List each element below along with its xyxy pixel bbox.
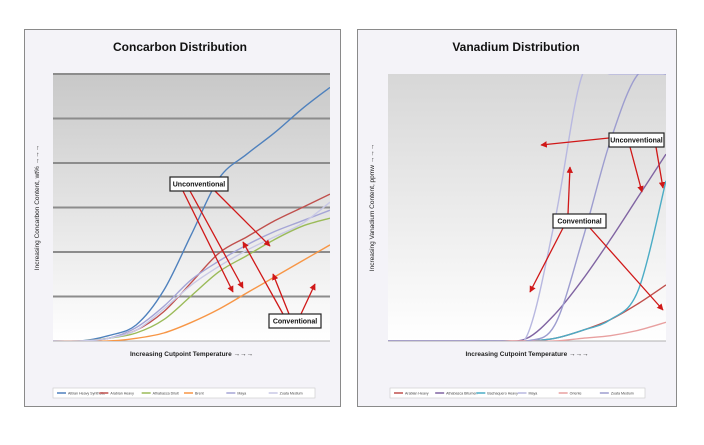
svg-text:Zuata Medium: Zuata Medium: [280, 391, 303, 395]
callout-unconventional: Unconventional: [540, 132, 666, 193]
svg-text:Conventional: Conventional: [557, 219, 601, 226]
series-line-zuata-medium: [53, 201, 330, 341]
legend-item: Athabasca Bitumen: [435, 391, 477, 395]
svg-text:Oriente: Oriente: [570, 391, 582, 395]
series-line-athabasca-bitumen: [388, 153, 666, 341]
concarbon-chart: Concarbon Distribution Increasing Cutpoin…: [34, 40, 330, 399]
x-axis-label: Increasing Cutpoint Temperature →→→: [130, 351, 253, 358]
svg-text:Maya: Maya: [237, 391, 246, 395]
svg-text:Unconventional: Unconventional: [173, 182, 226, 189]
x-axis-label: Increasing Cutpoint Temperature →→→: [465, 351, 588, 358]
y-axis-label: Increasing Concarbon Content, wt% →→→: [34, 145, 41, 270]
svg-text:Bachaquero Heavy: Bachaquero Heavy: [487, 391, 518, 395]
legend: Albian Heavy Synthetic Arabian Heavy Athab…: [52, 387, 316, 399]
legend-item: Zuata Medium: [268, 391, 303, 395]
chart-title: Vanadium Distribution: [452, 40, 579, 54]
legend: Arabian Heavy Athabasca Bitumen Bachaquero…: [389, 387, 646, 399]
y-axis-label: Increasing Vanadium Content, ppmw →→→: [369, 144, 376, 271]
svg-text:Unconventional: Unconventional: [610, 138, 663, 145]
svg-text:Athabasca Diluit: Athabasca Diluit: [153, 391, 179, 395]
series-line-oriente: [388, 321, 666, 341]
legend-item: Albian Heavy Synthetic: [57, 391, 105, 395]
legend-item: Athabasca Diluit: [141, 391, 179, 395]
svg-text:Albian Heavy Synthetic: Albian Heavy Synthetic: [68, 391, 105, 395]
callout-conventional: Conventional: [242, 241, 322, 329]
chart-title: Concarbon Distribution: [113, 40, 247, 54]
series-line-maya: [388, 74, 666, 341]
callout-conventional: Conventional: [529, 166, 664, 311]
vanadium-chart: Vanadium Distribution Increasing Cutpoint…: [369, 40, 666, 399]
legend-item: Maya: [226, 391, 246, 395]
legend-item: Zuata Medium: [599, 391, 634, 395]
svg-text:Maya: Maya: [529, 391, 538, 395]
legend-item: Arabian Heavy: [394, 391, 429, 395]
series-line-albian-heavy-synthetic: [53, 86, 330, 341]
legend-item: Brent: [184, 391, 204, 395]
legend-item: Bachaquero Heavy: [476, 391, 518, 395]
concarbon-chart-panel: Concarbon Distribution Increasing Cutpoin…: [24, 29, 341, 407]
legend-item: Arabian Heavy: [99, 391, 134, 395]
plot-area: [388, 74, 666, 341]
svg-text:Athabasca Bitumen: Athabasca Bitumen: [446, 391, 477, 395]
legend-item: Oriente: [558, 391, 582, 395]
svg-text:Zuata Medium: Zuata Medium: [611, 391, 634, 395]
vanadium-chart-panel: Vanadium Distribution Increasing Cutpoint…: [357, 29, 677, 407]
svg-text:Arabian Heavy: Arabian Heavy: [405, 391, 429, 395]
svg-text:Conventional: Conventional: [273, 319, 317, 326]
series-line-brent: [53, 244, 330, 341]
series-line-zuata-medium: [388, 74, 666, 341]
svg-text:Brent: Brent: [195, 391, 204, 395]
callout-unconventional: Unconventional: [169, 176, 271, 293]
svg-text:Arabian Heavy: Arabian Heavy: [110, 391, 134, 395]
legend-item: Maya: [517, 391, 538, 395]
